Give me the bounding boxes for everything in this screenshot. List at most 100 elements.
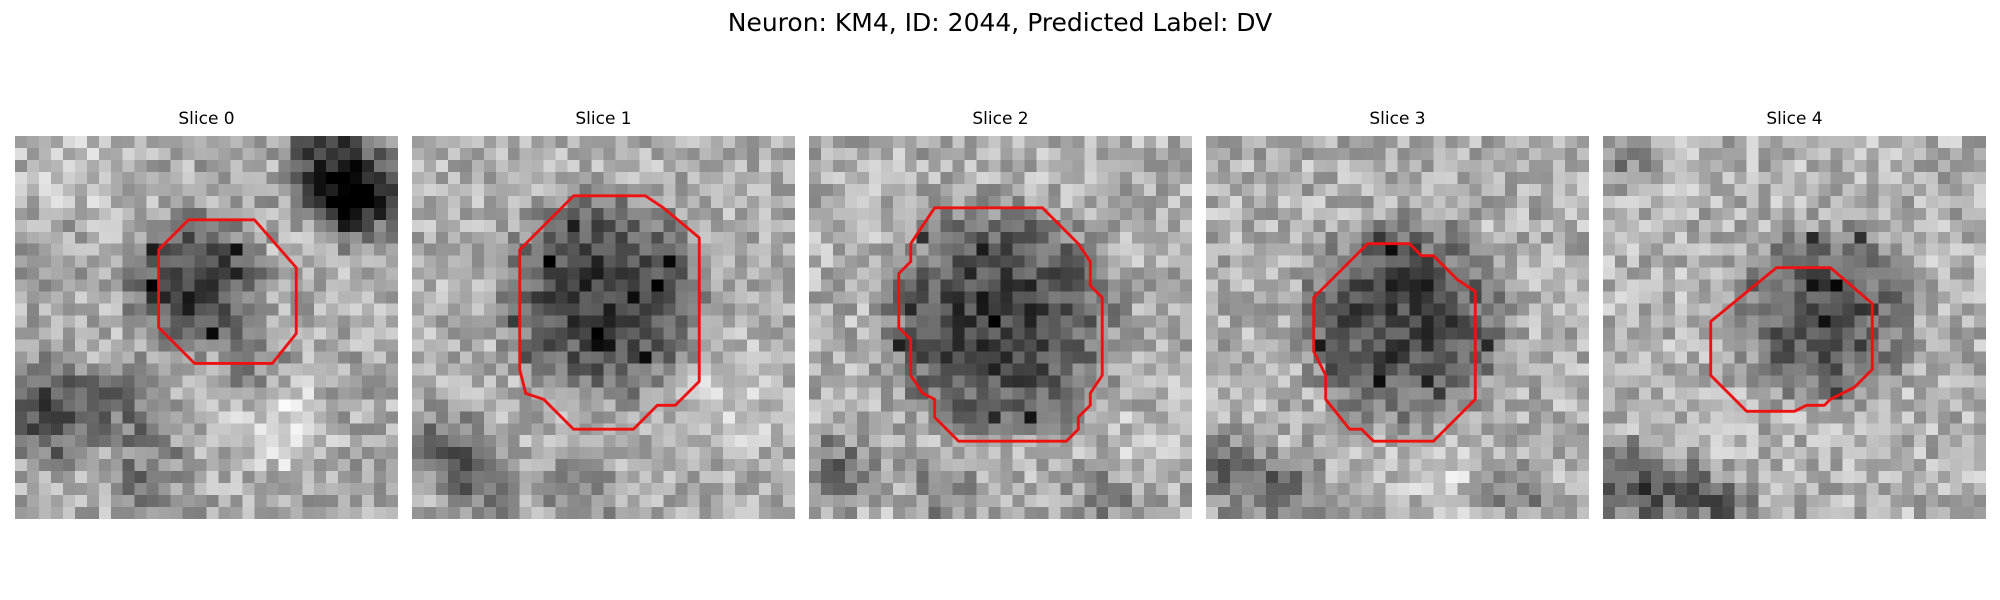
pixel-cell — [158, 483, 171, 496]
pixel-cell — [1553, 435, 1566, 448]
pixel-cell — [206, 195, 219, 209]
pixel-cell — [146, 171, 159, 185]
pixel-cell — [1842, 219, 1855, 232]
pixel-cell — [362, 171, 375, 185]
pixel-cell — [15, 291, 28, 304]
pixel-cell — [856, 435, 870, 448]
pixel-cell — [302, 387, 315, 400]
pixel-cell — [1806, 183, 1819, 197]
pixel-cell — [74, 207, 88, 221]
pixel-cell — [1349, 339, 1362, 352]
pixel-cell — [880, 471, 894, 484]
pixel-cell — [50, 243, 64, 256]
pixel-cell — [1722, 423, 1735, 436]
pixel-cell — [218, 387, 231, 400]
pixel-cell — [747, 291, 760, 304]
pixel-cell — [98, 483, 111, 496]
pixel-cell — [1662, 447, 1676, 460]
pixel-cell — [1626, 255, 1640, 268]
pixel-cell — [122, 507, 135, 519]
pixel-cell — [1517, 327, 1530, 340]
pixel-cell — [579, 471, 592, 484]
pixel-cell — [1445, 303, 1458, 316]
pixel-cell — [1782, 243, 1795, 256]
pixel-cell — [555, 291, 568, 304]
pixel-cell — [38, 255, 52, 268]
pixel-cell — [242, 399, 255, 412]
pixel-cell — [1553, 183, 1566, 197]
pixel-cell — [639, 483, 652, 496]
pixel-cell — [555, 423, 568, 436]
pixel-cell — [531, 435, 544, 448]
pixel-cell — [747, 363, 760, 376]
pixel-cell — [1120, 483, 1133, 496]
pixel-cell — [723, 243, 736, 256]
pixel-cell — [314, 423, 327, 436]
pixel-cell — [350, 423, 363, 436]
pixel-cell — [1217, 399, 1231, 412]
pixel-cell — [423, 219, 437, 232]
pixel-cell — [856, 411, 870, 424]
pixel-cell — [531, 363, 544, 376]
pixel-cell — [1024, 507, 1037, 519]
pixel-cell — [134, 411, 147, 424]
pixel-cell — [1349, 507, 1362, 519]
pixel-cell — [1180, 435, 1192, 448]
pixel-cell — [615, 471, 628, 484]
pixel-cell — [543, 435, 556, 448]
pixel-cell — [483, 423, 497, 436]
pixel-cell — [759, 291, 772, 304]
pixel-cell — [495, 136, 508, 149]
pixel-cell — [1481, 219, 1494, 232]
pixel-cell — [134, 447, 147, 460]
pixel-cell — [1974, 327, 1986, 340]
pixel-cell — [1445, 387, 1458, 400]
pixel-cell — [809, 423, 822, 436]
pixel-cell — [386, 267, 398, 280]
pixel-cell — [362, 327, 375, 340]
pixel-cell — [1938, 435, 1951, 448]
pixel-cell — [218, 207, 231, 221]
pixel-cell — [723, 411, 736, 424]
pixel-cell — [591, 351, 604, 364]
pixel-cell — [110, 387, 123, 400]
pixel-cell — [62, 231, 76, 244]
pixel-cell — [338, 339, 351, 352]
pixel-cell — [1962, 447, 1975, 460]
pixel-cell — [218, 375, 231, 388]
pixel-cell — [1036, 471, 1049, 484]
pixel-cell — [206, 291, 219, 304]
pixel-cell — [230, 183, 243, 197]
pixel-cell — [1241, 483, 1255, 496]
pixel-cell — [1241, 387, 1255, 400]
pixel-cell — [1024, 219, 1037, 232]
pixel-cell — [699, 447, 712, 460]
pixel-cell — [1950, 399, 1963, 412]
pixel-cell — [1698, 315, 1711, 328]
pixel-cell — [1878, 183, 1891, 197]
pixel-cell — [86, 255, 100, 268]
pixel-cell — [844, 375, 858, 388]
pixel-cell — [928, 159, 941, 173]
pixel-cell — [1830, 183, 1843, 197]
pixel-cell — [122, 411, 135, 424]
pixel-cell — [266, 375, 279, 388]
pixel-cell — [338, 315, 351, 328]
pixel-cell — [856, 375, 870, 388]
pixel-cell — [194, 279, 207, 292]
pixel-cell — [146, 183, 159, 197]
pixel-cell — [1084, 339, 1097, 352]
pixel-cell — [74, 231, 88, 244]
pixel-cell — [1433, 507, 1446, 519]
pixel-cell — [254, 375, 267, 388]
pixel-cell — [50, 171, 64, 185]
pixel-cell — [759, 255, 772, 268]
pixel-cell — [519, 423, 532, 436]
pixel-cell — [627, 255, 640, 268]
pixel-cell — [62, 219, 76, 232]
pixel-cell — [1722, 291, 1735, 304]
pixel-cell — [1385, 399, 1398, 412]
pixel-cell — [1734, 327, 1747, 340]
pixel-cell — [1000, 183, 1013, 197]
pixel-cell — [386, 459, 398, 472]
